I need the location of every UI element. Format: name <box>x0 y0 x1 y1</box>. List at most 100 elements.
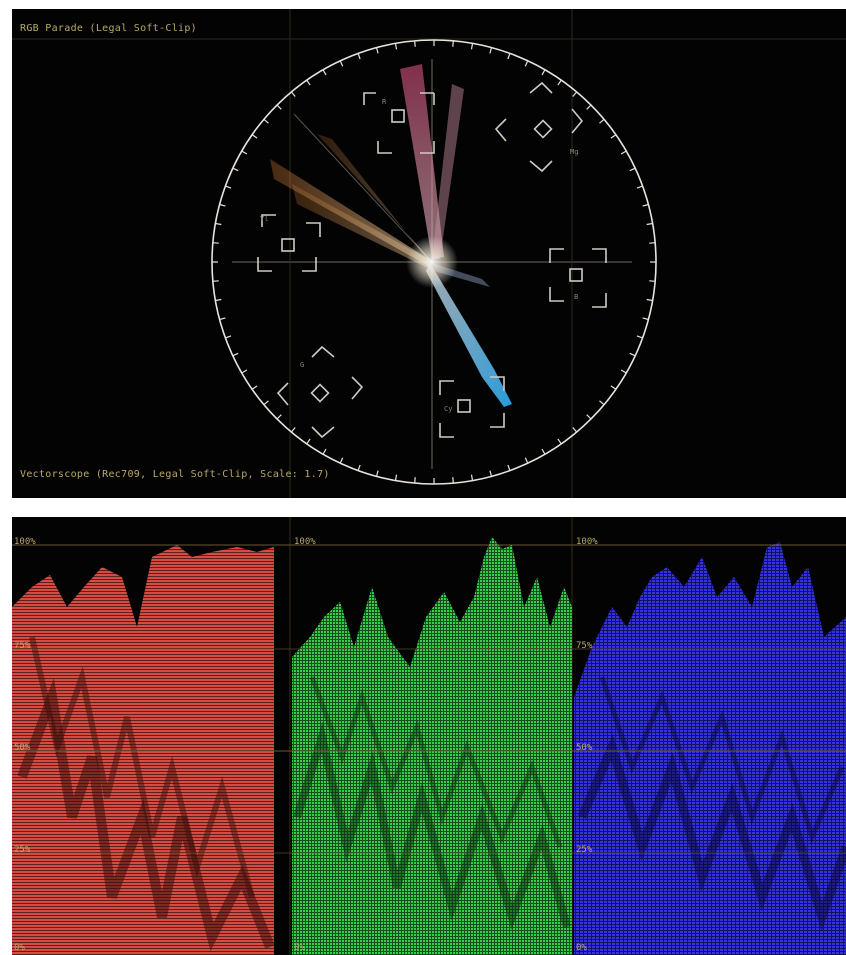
graticule-tick <box>470 43 474 50</box>
graticule-tick <box>225 335 232 339</box>
graticule-tick <box>357 53 361 60</box>
graticule-tick <box>572 91 578 97</box>
graticule-tick <box>339 457 344 464</box>
graticule-tick <box>251 385 258 390</box>
graticule-tick <box>470 474 474 481</box>
graticule-tick <box>610 134 617 139</box>
graticule-tick <box>241 369 248 374</box>
graticule-tick <box>507 464 511 471</box>
target-yellow <box>257 214 321 272</box>
target-label-r: R <box>382 98 387 106</box>
parade-gridlines <box>12 517 846 955</box>
vectorscope-panel: RGB Parade (Legal Soft-Clip) <box>12 9 846 498</box>
graticule-tick <box>251 134 258 139</box>
graticule-tick <box>290 91 296 97</box>
graticule-tick <box>629 167 636 172</box>
graticule-tick <box>557 79 562 86</box>
signal-trace <box>270 64 512 407</box>
graticule-tick <box>642 317 649 321</box>
blue-channel-waveform <box>574 542 846 955</box>
target-blue <box>549 248 607 308</box>
blue-scale-75: 75% <box>576 641 593 651</box>
graticule-tick <box>394 43 398 50</box>
blue-scale-0: 0% <box>576 943 587 953</box>
graticule-tick <box>306 438 311 445</box>
graticule-tick <box>636 335 643 339</box>
graticule-tick <box>646 222 653 226</box>
graticule-tick <box>241 150 248 155</box>
target-label-cy: Cy <box>444 405 452 413</box>
graticule-tick <box>489 47 493 54</box>
graticule-tick <box>263 118 269 124</box>
graticule-tick <box>276 414 282 420</box>
graticule-tick <box>557 438 562 445</box>
graticule-tick <box>452 477 454 484</box>
graticule-tick <box>232 167 239 172</box>
graticule-tick <box>212 280 219 282</box>
graticule-tick <box>322 69 327 76</box>
graticule-tick <box>610 385 617 390</box>
graticule-tick <box>572 427 578 433</box>
graticule-tick <box>357 464 361 471</box>
green-scale-0: 0% <box>294 943 305 953</box>
graticule-tick <box>375 47 379 54</box>
graticule-tick <box>394 474 398 481</box>
graticule-tick <box>620 150 627 155</box>
graticule-tick <box>290 427 296 433</box>
graticule-tick <box>541 448 546 455</box>
graticule-tick <box>225 185 232 189</box>
target-label-mg: Mg <box>570 148 578 156</box>
scope-title-label: RGB Parade (Legal Soft-Clip) <box>20 23 197 34</box>
red-scale-0: 0% <box>14 943 25 953</box>
graticule-tick <box>541 69 546 76</box>
graticule-tick <box>524 60 529 67</box>
red-scale-50: 50% <box>14 743 31 753</box>
red-scale-75: 75% <box>14 641 31 651</box>
graticule-tick <box>507 53 511 60</box>
graticule-ticks <box>212 40 656 484</box>
graticule-tick <box>215 222 222 226</box>
graticule-tick <box>620 369 627 374</box>
skin-tone-line <box>293 113 433 263</box>
scope-footer-label: Vectorscope (Rec709, Legal Soft-Clip, Sc… <box>20 469 330 480</box>
target-magenta <box>494 81 584 173</box>
rgb-parade-panel: 100% 75% 50% 25% 0% 100% 0% 100% 75% 50%… <box>12 517 846 955</box>
graticule-tick <box>642 203 649 207</box>
parade-waveforms <box>12 517 846 955</box>
green-scale-100: 100% <box>294 537 316 547</box>
graticule-tick <box>599 118 605 124</box>
graticule-tick <box>649 242 656 244</box>
graticule-tick <box>586 414 592 420</box>
target-label-yl: Yl <box>260 215 268 223</box>
blue-scale-50: 50% <box>576 743 593 753</box>
graticule-tick <box>629 352 636 357</box>
red-scale-25: 25% <box>14 845 31 855</box>
graticule-tick <box>524 457 529 464</box>
graticule-tick <box>215 298 222 302</box>
graticule-tick <box>212 242 219 244</box>
graticule-tick <box>586 104 592 110</box>
graticule-tick <box>375 470 379 477</box>
graticule-tick <box>339 60 344 67</box>
green-channel-waveform <box>292 537 572 955</box>
target-label-g: G <box>300 361 304 369</box>
blue-scale-100: 100% <box>576 537 598 547</box>
graticule-tick <box>414 40 416 47</box>
red-scale-100: 100% <box>14 537 36 547</box>
graticule-tick <box>599 400 605 406</box>
graticule-tick <box>219 203 226 207</box>
blue-scale-25: 25% <box>576 845 593 855</box>
target-cyan <box>439 376 505 438</box>
graticule-tick <box>322 448 327 455</box>
graticule-tick <box>646 298 653 302</box>
target-label-b: B <box>574 293 578 301</box>
target-boxes <box>257 81 607 439</box>
graticule-tick <box>219 317 226 321</box>
graticule-tick <box>263 400 269 406</box>
vectorscope-graticule: R Mg B Cy G Yl <box>12 9 846 498</box>
graticule-tick <box>636 185 643 189</box>
red-channel-waveform <box>12 545 275 955</box>
graticule-tick <box>489 470 493 477</box>
graticule-tick <box>452 40 454 47</box>
graticule-tick <box>306 79 311 86</box>
